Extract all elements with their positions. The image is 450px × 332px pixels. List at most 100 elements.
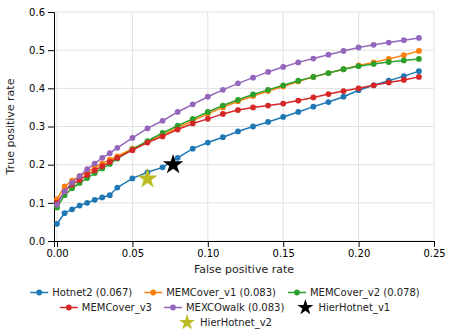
grid-line — [54, 202, 434, 203]
tick: 0.1 — [29, 198, 54, 209]
legend-symbol — [150, 290, 156, 296]
marker — [62, 210, 68, 216]
legend-label: HierHotnet_v2 — [200, 317, 272, 329]
y-axis-title: True positive rate — [4, 78, 17, 175]
tick: 0.05 — [122, 241, 144, 259]
marker — [69, 180, 75, 186]
marker — [114, 145, 120, 151]
tick-label: 0.20 — [348, 248, 370, 259]
marker — [280, 114, 286, 120]
x-axis: 0.00 0.05 0.10 0.15 0.20 0.25 — [46, 241, 445, 259]
tick-mark — [48, 127, 54, 128]
tick: 0.15 — [273, 241, 295, 259]
marker — [114, 185, 120, 191]
marker — [265, 103, 271, 109]
legend-item: MEMCover_v1 (0.083) — [144, 287, 276, 299]
tick-label: 0.1 — [29, 198, 45, 209]
marker — [295, 109, 301, 115]
marker — [356, 85, 362, 91]
series — [54, 48, 422, 202]
marker — [250, 124, 256, 130]
marker — [130, 147, 136, 153]
marker — [205, 116, 211, 122]
tick-mark — [283, 241, 284, 247]
marker — [160, 134, 166, 140]
marker — [326, 52, 332, 58]
marker — [175, 127, 181, 133]
tick-label: 0.00 — [46, 248, 68, 259]
tick-mark — [434, 241, 435, 247]
tick-mark — [208, 241, 209, 247]
tick-mark — [48, 165, 54, 166]
tick-label: 0.15 — [273, 248, 295, 259]
marker — [416, 35, 422, 41]
marker — [310, 74, 316, 80]
marker — [416, 48, 422, 54]
marker — [401, 52, 407, 58]
tick: 0.25 — [423, 241, 445, 259]
marker — [280, 82, 286, 88]
marker — [92, 197, 98, 203]
legend: Hotnet2 (0.067)MEMCover_v1 (0.083)MEMCov… — [30, 287, 420, 329]
marker — [220, 111, 226, 117]
legend-symbol — [294, 290, 300, 296]
marker — [99, 195, 105, 201]
marker — [250, 92, 256, 98]
legend-symbol — [170, 305, 176, 311]
tick: 0.0 — [29, 236, 54, 247]
marker — [205, 140, 211, 146]
tick-label: 0.10 — [197, 248, 219, 259]
tick: 0.3 — [29, 121, 54, 132]
marker — [235, 80, 241, 86]
tick-mark — [132, 241, 133, 247]
series — [54, 68, 422, 226]
marker — [107, 159, 113, 165]
marker — [416, 74, 422, 80]
legend-symbol — [66, 305, 72, 311]
marker — [280, 101, 286, 107]
marker — [295, 78, 301, 84]
marker — [341, 48, 347, 54]
legend-symbol — [36, 290, 42, 296]
plot: 0.000.050.100.150.200.250.00.10.20.30.40… — [4, 7, 446, 276]
marker — [310, 95, 316, 101]
marker — [99, 163, 105, 169]
marker — [341, 94, 347, 100]
tick: 0.6 — [29, 7, 54, 18]
marker — [235, 129, 241, 135]
grid — [54, 12, 434, 241]
tick-mark — [48, 88, 54, 89]
axis-domain — [55, 242, 435, 248]
grid-line — [54, 12, 434, 13]
marker — [386, 59, 392, 65]
marker — [386, 40, 392, 46]
marker — [190, 101, 196, 107]
grid-line — [54, 88, 434, 89]
marker — [356, 63, 362, 69]
marker — [386, 80, 392, 86]
marker — [356, 45, 362, 51]
marker — [235, 107, 241, 113]
tick: 0.20 — [348, 241, 370, 259]
grid-line — [54, 126, 434, 127]
marker — [92, 161, 98, 167]
marker — [130, 135, 136, 141]
chart: Hotnet2 (0.067)MEMCover_v1 (0.083)MEMCov… — [0, 0, 450, 332]
marker — [341, 88, 347, 94]
tick: 0.00 — [46, 241, 68, 259]
tick-label: 0.5 — [29, 45, 45, 56]
series — [54, 56, 422, 210]
marker — [295, 60, 301, 66]
marker — [250, 105, 256, 111]
tick-label: 0.3 — [29, 121, 45, 132]
y-axis: 0.00.10.20.30.40.50.6 — [29, 7, 54, 247]
marker — [310, 56, 316, 62]
marker — [401, 37, 407, 43]
legend-item: MEMCover_v2 (0.078) — [288, 287, 420, 299]
marker — [62, 189, 68, 195]
series — [54, 35, 422, 208]
marker — [99, 155, 105, 161]
marker — [160, 118, 166, 124]
marker — [54, 221, 60, 227]
tick-mark — [359, 241, 360, 247]
